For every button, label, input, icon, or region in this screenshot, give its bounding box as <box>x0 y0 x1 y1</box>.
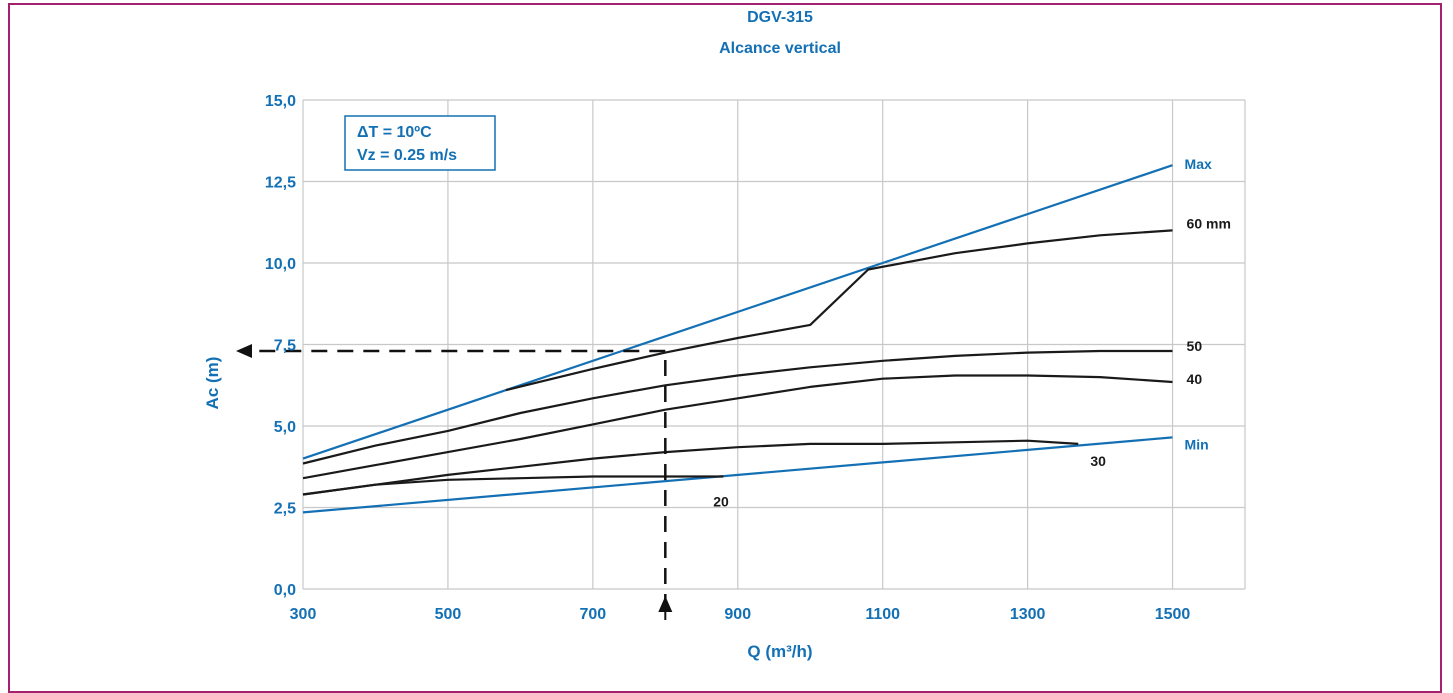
y-tick-label: 7,5 <box>274 338 296 355</box>
x-tick-label: 1100 <box>865 606 900 623</box>
y-tick-label: 5,0 <box>274 419 296 436</box>
series-line-60-mm <box>505 229 1173 392</box>
reading-guide <box>236 344 673 620</box>
series-line-max <box>302 164 1173 460</box>
y-tick-label: 2,5 <box>274 501 296 518</box>
annotation-delta-t: ΔT = 10ºC <box>357 124 432 141</box>
x-axis-label: Q (m³/h) <box>747 642 812 661</box>
y-axis-label: Ac (m) <box>203 357 222 410</box>
chart-subtitle: Alcance vertical <box>719 40 841 57</box>
annotation-box: ΔT = 10ºC Vz = 0.25 m/s <box>344 115 496 171</box>
x-tick-label: 300 <box>290 606 317 623</box>
series-label-50: 50 <box>1187 338 1203 354</box>
series-label-min: Min <box>1185 436 1209 452</box>
series-layer: Max Min 60 mm 50 40 30 20 <box>302 156 1231 514</box>
guide-up-arrow <box>658 596 673 612</box>
series-line-50 <box>302 349 1173 465</box>
x-tick-label: 900 <box>724 606 751 623</box>
tick-labels: 300 500 700 900 1100 1300 1500 0,0 2,5 5,0 7,5 10,0… <box>265 93 1191 623</box>
x-tick-label: 1300 <box>1010 606 1046 623</box>
series-line-20 <box>302 475 724 496</box>
guide-left-arrow <box>236 344 252 359</box>
y-tick-label: 0,0 <box>274 582 296 599</box>
series-line-40 <box>302 374 1173 480</box>
annotation-vz: Vz = 0.25 m/s <box>357 147 457 164</box>
chart: Max Min 60 mm 50 40 30 20 300 500 700 900 1100 1300… <box>203 9 1246 661</box>
x-tick-label: 1500 <box>1155 606 1191 623</box>
x-tick-label: 700 <box>579 606 606 623</box>
series-label-max: Max <box>1185 156 1212 172</box>
y-tick-label: 15,0 <box>265 93 296 110</box>
series-label-20: 20 <box>713 494 729 510</box>
series-label-40: 40 <box>1187 371 1203 387</box>
series-label-30: 30 <box>1090 453 1106 469</box>
y-tick-label: 12,5 <box>265 175 296 192</box>
annotation-box-frame <box>344 115 496 171</box>
series-label-60-mm: 60 mm <box>1187 215 1231 231</box>
chart-title: DGV-315 <box>747 9 813 26</box>
y-tick-label: 10,0 <box>265 256 296 273</box>
series-line-30 <box>302 439 1079 496</box>
series-line-min <box>302 436 1173 514</box>
grid <box>302 99 1246 590</box>
x-tick-label: 500 <box>435 606 462 623</box>
